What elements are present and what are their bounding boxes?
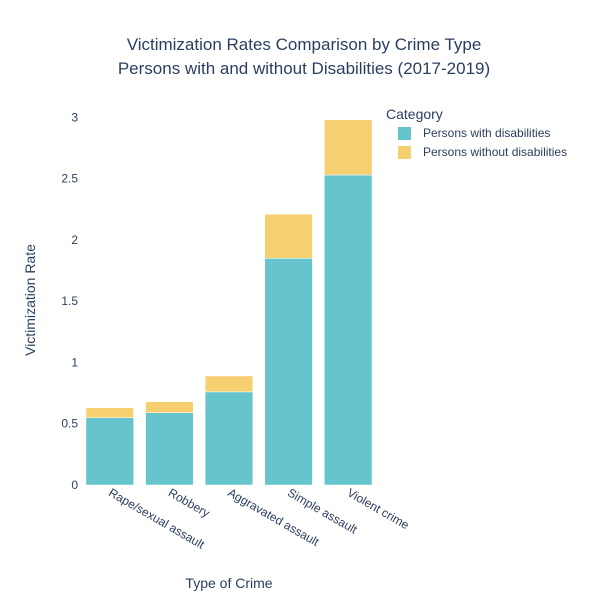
- y-tick-label-2: 1: [71, 355, 78, 369]
- legend: Category Persons with disabilities Perso…: [386, 106, 567, 159]
- bar-without-disabilities-3: [264, 213, 313, 259]
- legend-item-with-disabilities[interactable]: Persons with disabilities: [398, 126, 550, 140]
- legend-label-with-disabilities: Persons with disabilities: [423, 126, 550, 140]
- y-tick-label-1: 0.5: [61, 417, 78, 431]
- legend-title: Category: [386, 106, 443, 122]
- legend-item-without-disabilities[interactable]: Persons without disabilities: [398, 145, 567, 159]
- bar-without-disabilities-1: [145, 401, 194, 413]
- y-tick-label-3: 1.5: [61, 294, 78, 308]
- bar-with-disabilities-3: [264, 258, 313, 486]
- y-tick-label-0: 0: [71, 478, 78, 492]
- bar-with-disabilities-2: [204, 391, 254, 486]
- y-tick-label-5: 2.5: [61, 172, 78, 186]
- legend-swatch-without-disabilities: [398, 146, 411, 159]
- bar-with-disabilities-4: [324, 174, 373, 486]
- x-axis-label: Type of Crime: [185, 575, 272, 591]
- y-axis-label: Victimization Rate: [22, 244, 38, 356]
- y-tick-label-6: 3: [71, 110, 78, 124]
- chart-title: Victimization Rates Comparison by Crime …: [127, 35, 482, 54]
- bar-without-disabilities-0: [85, 407, 134, 418]
- bar-without-disabilities-4: [324, 119, 373, 176]
- bar-without-disabilities-2: [204, 375, 254, 393]
- chart-subtitle: Persons with and without Disabilities (2…: [118, 59, 490, 78]
- legend-swatch-with-disabilities: [398, 127, 411, 140]
- y-tick-label-4: 2: [71, 233, 78, 247]
- bar-with-disabilities-0: [85, 417, 134, 486]
- bar-with-disabilities-1: [145, 412, 194, 486]
- legend-label-without-disabilities: Persons without disabilities: [423, 145, 567, 159]
